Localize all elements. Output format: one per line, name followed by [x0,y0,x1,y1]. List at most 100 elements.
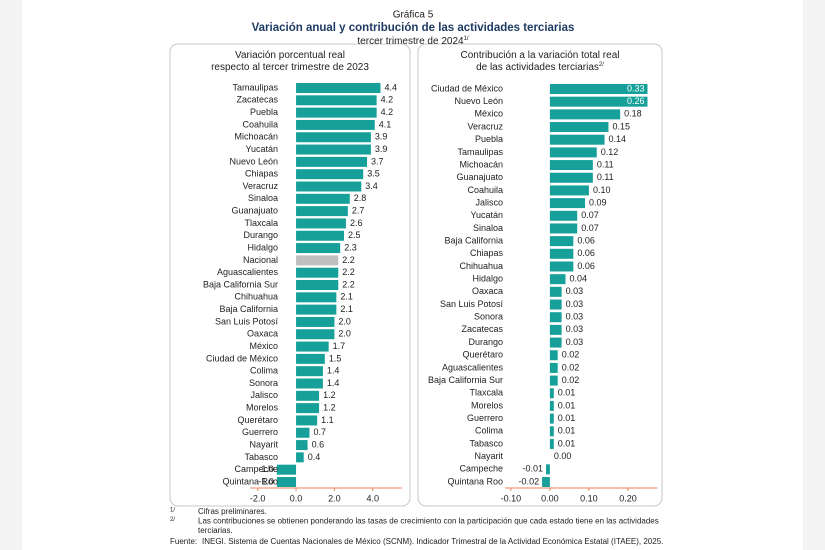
value-label: 0.01 [558,400,576,410]
value-label: 1.2 [323,390,336,400]
bar [296,243,341,254]
bar [549,388,554,399]
category-label: Oaxaca [247,329,278,339]
value-label: 0.02 [562,375,580,385]
bar [296,169,364,180]
bar [549,84,648,94]
subtitle-line: de las actividades terciarias [476,62,599,73]
bar [296,353,325,364]
bar [549,274,566,285]
category-label: Michoacán [459,159,503,169]
category-label: Chihuahua [234,292,278,302]
bar [549,375,558,386]
value-label: 0.03 [566,286,584,296]
value-label: 0.02 [562,362,580,372]
panel-subtitle: Contribución a la variación total real [461,50,620,61]
bar [296,415,318,426]
category-label: Campeche [234,464,278,474]
category-label: Colima [475,426,503,436]
bar [549,337,562,348]
category-label: Chiapas [245,169,279,179]
bar [549,261,574,272]
category-label: Tabasco [469,438,503,448]
bar [549,324,562,335]
bar [296,218,346,229]
category-label: Chihuahua [459,261,503,271]
value-label: 0.01 [558,388,576,398]
bar [549,236,574,247]
category-label: Coahuila [242,119,278,129]
value-label: 2.8 [354,193,367,203]
bar [276,477,297,487]
value-label: 4.1 [379,119,392,129]
bar [276,464,297,475]
category-label: Puebla [475,134,503,144]
bar [296,132,371,143]
value-label: 0.03 [566,312,584,322]
bar [296,181,362,192]
chart-subtitle: tercer trimestre de 20241/ [357,36,469,47]
value-label: 2.1 [340,304,353,314]
category-label: Ciudad de México [431,83,503,93]
value-label: 4.2 [381,95,394,105]
category-label: Chiapas [470,248,504,258]
value-label: -0.02 [519,476,540,486]
x-tick-label: 0.10 [580,493,598,503]
bar [549,248,574,259]
value-label: 0.7 [313,427,326,437]
panel-frame [169,43,411,507]
bar [549,210,578,221]
value-label: 0.26 [627,96,645,106]
bar [296,341,329,352]
value-label: 3.5 [367,169,380,179]
value-label: 3.7 [371,156,384,166]
panel-subtitle: de las actividades terciarias2/ [476,62,604,73]
source-text: INEGI. Sistema de Cuentas Nacionales de … [202,537,663,546]
x-tick-label: 0.20 [619,493,637,503]
bars [542,84,648,487]
bar [549,147,597,158]
bar [296,329,335,340]
category-label: Sonora [249,378,278,388]
value-label: 4.4 [384,82,397,92]
category-label: San Luis Potosí [215,316,279,326]
category-label: Sinaloa [248,193,278,203]
value-label: -1.0 [258,476,274,486]
bar [549,299,562,310]
value-label: 1.4 [327,378,340,388]
value-label: -0.01 [522,464,543,474]
bar [549,185,589,196]
category-label: San Luis Potosí [440,299,504,309]
value-label: 0.10 [593,185,611,195]
category-label: México [474,109,503,119]
footnote-text: Las contribuciones se obtienen ponderand… [198,517,659,526]
value-label: 3.9 [375,132,388,142]
subtitle-note: 1/ [464,36,469,42]
category-label: Yucatán [245,144,278,154]
bar [296,366,323,377]
value-label: 1.5 [329,353,342,363]
bar [296,440,308,451]
value-label: -1.0 [258,464,274,474]
subtitle-line: Contribución a la variación total real [461,50,620,61]
value-label: 1.2 [323,403,336,413]
category-label: México [249,341,278,351]
value-label: 0.14 [609,134,627,144]
value-label: 1.4 [327,366,340,376]
category-label: Quintana Roo [447,476,503,486]
value-label: 0.01 [558,438,576,448]
category-label: Tabasco [244,452,278,462]
value-label: 0.15 [612,121,630,131]
value-label: 2.2 [342,255,355,265]
value-label: 2.0 [338,316,351,326]
bar [296,95,377,106]
bar [549,134,605,145]
bar [296,156,368,167]
category-label: Jalisco [475,197,503,207]
value-label: 0.03 [566,324,584,334]
category-label: Morelos [471,400,504,410]
bar [549,198,586,209]
category-label: Guanajuato [231,206,278,216]
category-label: Guerrero [242,427,278,437]
